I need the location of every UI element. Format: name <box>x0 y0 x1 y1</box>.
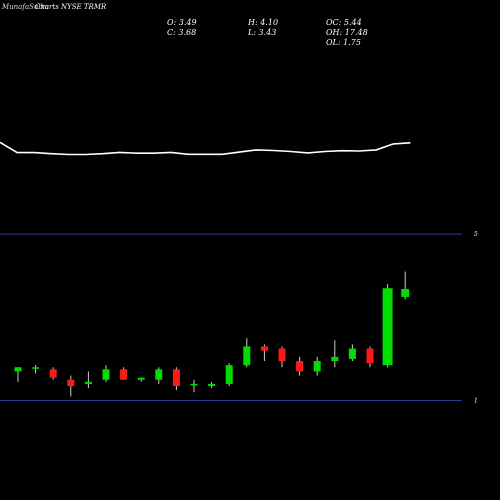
candle-body <box>102 369 110 380</box>
candle-body <box>32 367 40 369</box>
price-axis-label-1: 1 <box>474 398 478 405</box>
candle-body <box>225 365 233 384</box>
ohlc-open-low: OL: 1.75 <box>326 38 361 47</box>
candle-body <box>331 356 339 362</box>
candle-body <box>243 346 251 366</box>
ohlc-open-close: OC: 5.44 <box>326 18 362 27</box>
candle-body <box>137 377 145 380</box>
ohlc-low: L: 3.43 <box>248 28 277 37</box>
trend-line <box>0 141 411 156</box>
candle-body <box>155 369 163 380</box>
candle-body <box>67 379 75 386</box>
candle-body <box>382 288 393 366</box>
candle-body <box>14 367 22 372</box>
price-axis-label-5: 5 <box>474 231 478 238</box>
site-title: MunafaSutra <box>2 3 49 11</box>
candle-body <box>260 346 268 351</box>
chart-title: Charts NYSE TRMR <box>35 3 107 11</box>
candle-body <box>172 369 180 386</box>
candle-body <box>49 369 57 378</box>
candle-body <box>208 383 216 386</box>
ohlc-open: O: 3.49 <box>167 18 197 27</box>
candle-body <box>401 289 410 297</box>
candle-body <box>190 383 198 386</box>
ohlc-close: C: 3.68 <box>167 28 197 37</box>
candle-body <box>296 361 304 372</box>
candle-body <box>348 348 356 359</box>
candle-body <box>313 361 321 372</box>
candle-body <box>84 381 92 384</box>
candle-body <box>278 348 286 362</box>
candle-body <box>120 369 128 380</box>
candle-body <box>366 348 374 364</box>
ohlc-high: H: 4.10 <box>248 18 279 27</box>
ohlc-open-high: OH: 17.48 <box>326 28 368 37</box>
